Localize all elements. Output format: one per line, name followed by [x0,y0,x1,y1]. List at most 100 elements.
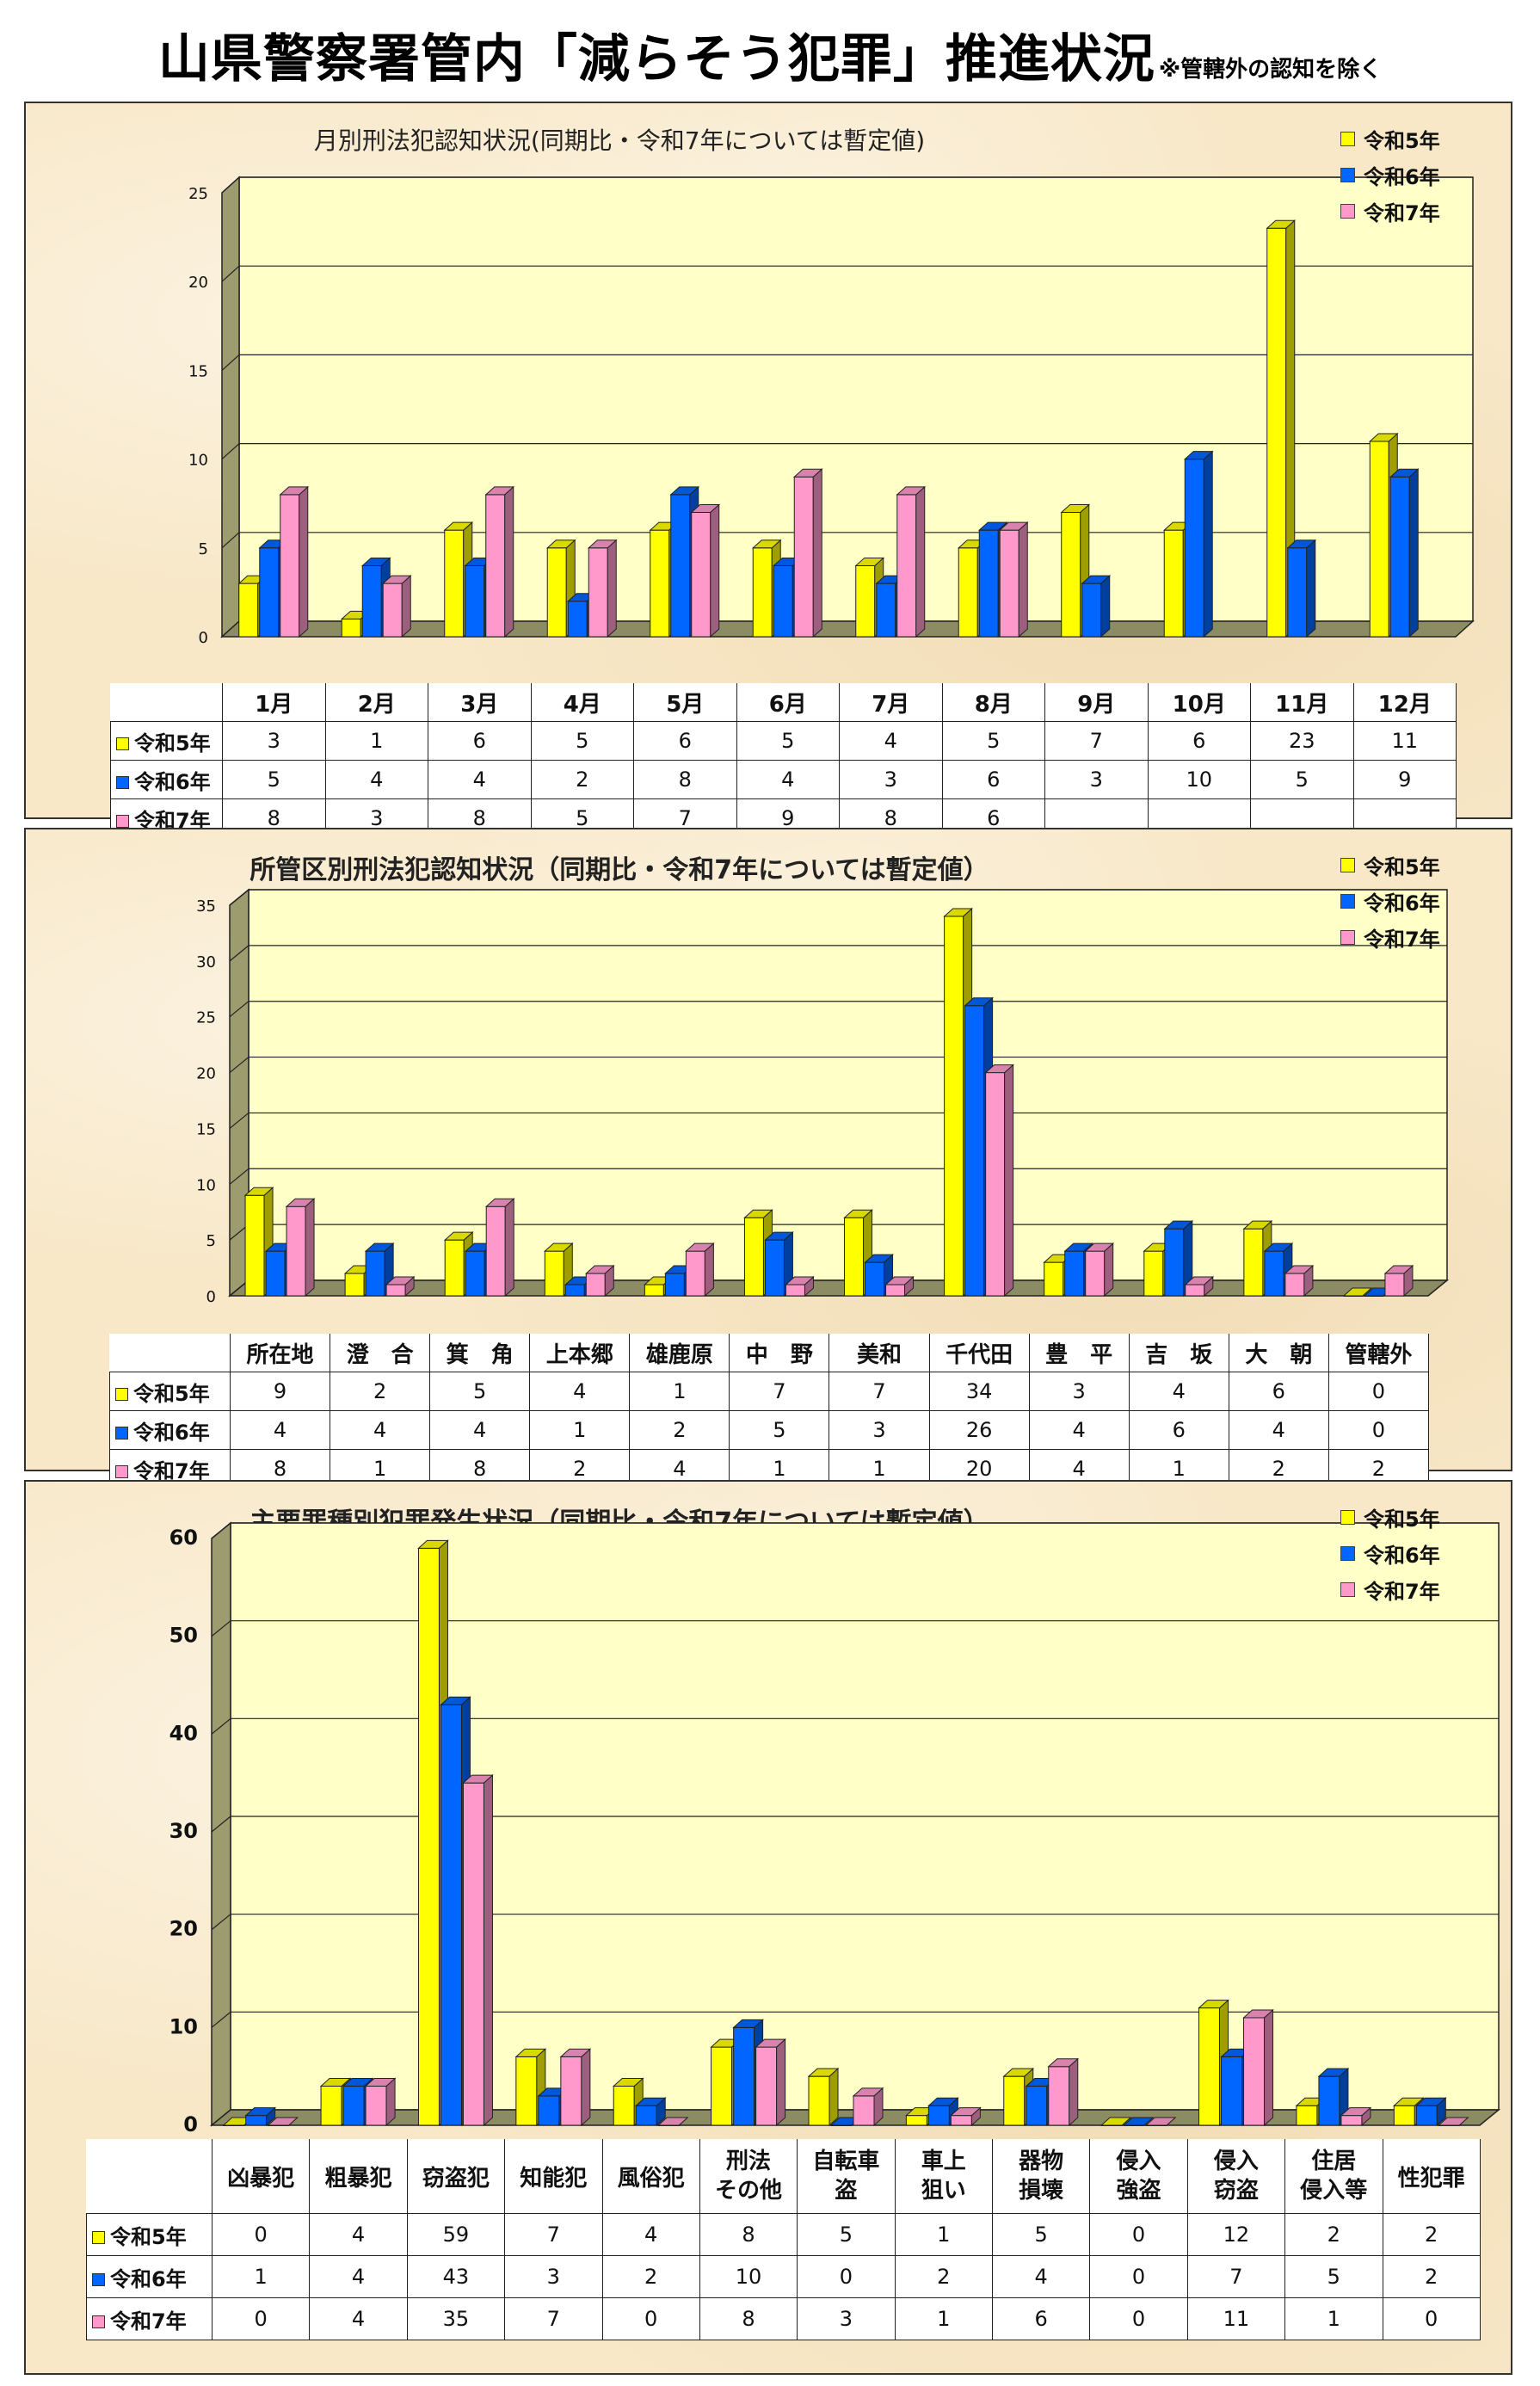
table-cell: 5 [797,2213,896,2256]
table-cell: 5 [729,1410,830,1450]
bar [896,485,927,638]
bar-top [342,2078,374,2087]
bar-front [382,583,403,638]
y-tick-label: 30 [169,1819,198,1843]
bar-side [607,539,617,638]
bar [690,503,721,638]
bar-top [984,1064,1014,1074]
y-tick-label: 0 [199,629,208,647]
bar-top [545,539,576,549]
bar-top [1084,1242,1115,1252]
bar-front [546,547,567,638]
bar [462,1774,494,2127]
bar-top [1163,1220,1194,1230]
bar-side [915,485,926,638]
bar [1415,2097,1447,2127]
bar-side [299,485,309,638]
bar [1144,2117,1177,2126]
x-category-label: 中 野 [729,1334,830,1372]
bar-front [564,1284,585,1297]
bar-front [855,564,876,638]
table-cell: 6 [633,721,737,761]
table-cell: 43 [406,2255,506,2298]
table-cell: 4 [428,760,532,799]
bar-front [1164,1228,1185,1297]
bar-top [364,1242,395,1252]
bar-side [1018,521,1028,638]
bar [1389,468,1420,638]
bar-front [342,2086,365,2126]
series-swatch [116,776,129,789]
bar [950,2106,982,2127]
bar-top [267,2117,299,2126]
bar [984,1064,1014,1298]
bar-front [444,1239,465,1297]
bar-side [401,574,411,638]
legend-item: 令和5年 [1340,847,1487,883]
gridline [211,1914,231,1931]
table-cell: 4 [429,1410,531,1450]
bar-top [964,997,994,1007]
bar-side [504,485,514,638]
bar-front [1081,583,1102,638]
table-cell: 6 [941,760,1045,799]
bar-top [843,1209,873,1218]
legend-label: 令和6年 [1364,1543,1440,1568]
bar-top [884,1276,915,1285]
bar-front [244,1194,265,1297]
gridline [211,1522,231,1539]
bar [1317,2068,1350,2127]
table-cell: 5 [530,721,634,761]
bar-front [1415,2105,1438,2126]
bar-top [244,2107,276,2117]
table-cell: 6 [1228,1372,1329,1411]
bar-top [285,1198,316,1207]
bar-side [483,1774,493,2127]
bar-front [341,618,361,638]
bar-top [364,2078,397,2087]
legend-label: 令和6年 [1364,891,1440,916]
bar-side [305,1198,315,1298]
x-category-label: 11月 [1250,683,1354,722]
table-category-row: 1月 2月 3月 4月 5月 6月 7月 8月 9月 10月 11月 12月 [110,683,1457,722]
y-tick-label: 5 [206,1232,216,1250]
bar-front [465,564,485,638]
table-cell: 7 [729,1372,830,1411]
table-cell: 3 [797,2297,896,2340]
bar-front [1340,2115,1363,2126]
table-row: 令和7年 0 4 35 7 0 8 3 1 6 0 11 1 0 [86,2297,1481,2340]
table-cell: 59 [406,2213,506,2256]
table-cell: 35 [406,2297,506,2340]
bar-top [852,2087,884,2097]
table-cell: 7 [504,2297,603,2340]
table-cell: 8 [699,2213,798,2256]
bar-front [1064,1250,1085,1297]
table-cell: 2 [629,1410,730,1450]
x-category-label: 性犯罪 [1382,2139,1481,2214]
legend-item: 令和7年 [1340,919,1487,955]
bar-top [319,2078,352,2087]
bar-front [465,1250,485,1297]
bar [1183,450,1214,638]
table-cell: 2 [1284,2213,1383,2256]
legend-label: 令和5年 [1364,854,1440,879]
legend-label: 令和7年 [1364,927,1440,952]
table-cell: 5 [1284,2255,1383,2298]
chart-plot: 0 5 10 15 20 25 [188,176,1475,647]
bar-top [1284,1265,1315,1274]
bar-front [1296,2105,1318,2126]
legend-label: 令和6年 [1364,164,1440,189]
x-category-label: 箕 角 [429,1334,531,1372]
bar-front [1185,1284,1205,1297]
gridline [221,265,240,282]
bar-front [793,476,814,638]
bar-front [444,529,465,638]
bar-front [1287,547,1308,638]
gridline [221,443,240,460]
x-category-label: 住居 侵入等 [1284,2139,1383,2214]
bar-side [1100,574,1111,638]
bar-front [755,2046,778,2126]
bar-top [1266,219,1297,229]
bar-top [385,1276,416,1285]
table-cell: 2 [1382,2213,1481,2256]
